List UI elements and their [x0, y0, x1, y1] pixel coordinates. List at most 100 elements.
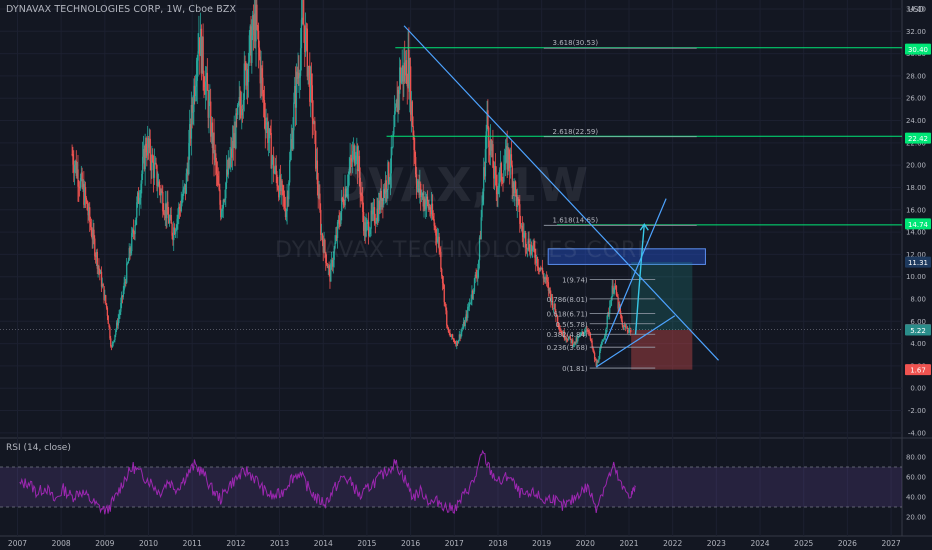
candle-body [84, 187, 86, 205]
candle-body [212, 132, 214, 148]
candle-body [451, 334, 453, 337]
candle-body [572, 339, 574, 346]
candle-body [93, 229, 95, 239]
candle-body [401, 65, 403, 75]
candle-body [232, 140, 235, 148]
candle-body [294, 85, 296, 103]
candle-body [309, 66, 311, 102]
candle-body [139, 197, 141, 201]
candle-body [152, 161, 155, 178]
candle-body [175, 228, 177, 231]
drawing-overlays: 3.618(30.53) 2.618(22.59) 1.618(14.65) 1(9.… [0, 25, 902, 373]
candle-body [266, 122, 268, 125]
price-tick-label: 16.00 [906, 206, 926, 214]
candle-body [562, 333, 564, 336]
candle-body [100, 271, 103, 287]
candle-body [348, 168, 350, 175]
candle-body [608, 312, 610, 314]
candle-body [102, 283, 104, 287]
candle-body [306, 28, 308, 77]
candle-body [320, 210, 322, 235]
candle-body [582, 331, 584, 333]
candle-body [459, 334, 461, 338]
candle-body [140, 183, 142, 198]
candle-body [426, 196, 429, 202]
candle-body [290, 139, 293, 150]
candle-body [569, 336, 571, 339]
candle-body [625, 325, 627, 328]
candle-body [120, 303, 122, 312]
candle-body [311, 85, 314, 119]
candle-body [235, 113, 237, 149]
candle-body [479, 237, 482, 240]
candle-body [525, 232, 527, 248]
candle-body [373, 207, 375, 209]
candle-body [159, 188, 161, 196]
candle-body [226, 169, 229, 175]
candle-body [624, 325, 626, 327]
candle-body [143, 148, 146, 170]
candle-body [363, 222, 366, 231]
time-tick-label: 2016 [401, 539, 420, 548]
candle-body [328, 266, 330, 269]
candle-body [457, 341, 459, 344]
candle-body [488, 147, 491, 156]
candle-body [165, 203, 167, 219]
candle-body [484, 149, 487, 177]
candle-body [476, 276, 478, 278]
candle-body [482, 191, 484, 205]
price-tick-label: 32.00 [906, 28, 926, 36]
candle-body [240, 105, 242, 116]
fib-retracement-label: 0.786(8.01) [547, 296, 588, 304]
candle-body [273, 156, 275, 174]
candle-body [375, 221, 377, 224]
candle-body [417, 181, 419, 188]
rsi-header[interactable]: RSI (14, close) [6, 443, 71, 453]
candle-body [525, 247, 528, 249]
candle-body [219, 189, 221, 205]
candle-body [327, 266, 329, 269]
candle-body [621, 320, 623, 326]
fib-extension-label: 3.618(30.53) [553, 39, 599, 47]
candle-body [513, 182, 515, 194]
candle-body [523, 233, 525, 238]
candle-body [283, 197, 286, 209]
candle-body [173, 227, 175, 241]
candle-body [427, 201, 429, 209]
candle-body [442, 283, 445, 286]
candle-body [288, 182, 290, 200]
candle-body [191, 104, 193, 113]
candle-body [268, 128, 271, 139]
candle-body [433, 219, 435, 226]
symbol-header[interactable]: DYNAVAX TECHNOLOGIES CORP, 1W, Cboe BZX [6, 4, 237, 15]
candle-body [226, 169, 228, 183]
candle-body [144, 143, 146, 170]
candle-body [494, 166, 497, 175]
candle-body [258, 47, 261, 57]
candle-body [359, 177, 361, 194]
candle-body [610, 297, 613, 306]
candle-body [127, 260, 130, 264]
fib-retracement-label: 0.382(4.84) [547, 331, 588, 339]
candle-body [574, 341, 576, 344]
candle-body [135, 217, 137, 226]
trendline [604, 198, 667, 344]
candle-body [450, 335, 452, 337]
candle-body [86, 200, 88, 211]
candle-body [275, 165, 277, 175]
candle-body [583, 332, 585, 335]
candle-body [467, 306, 470, 308]
candle-body [131, 233, 133, 252]
candle-body [392, 134, 394, 148]
candle-body [408, 49, 410, 92]
candle-body [131, 229, 134, 234]
candle-body [148, 138, 151, 148]
candle-body [252, 15, 254, 36]
rsi-pane: 80.00 60.00 40.00 20.00 [0, 449, 926, 522]
candle-body [546, 277, 548, 281]
candle-body [598, 359, 600, 362]
candle-body [615, 285, 618, 296]
candle-body [169, 214, 172, 219]
candle-body [592, 347, 594, 350]
candle-body [166, 201, 168, 219]
